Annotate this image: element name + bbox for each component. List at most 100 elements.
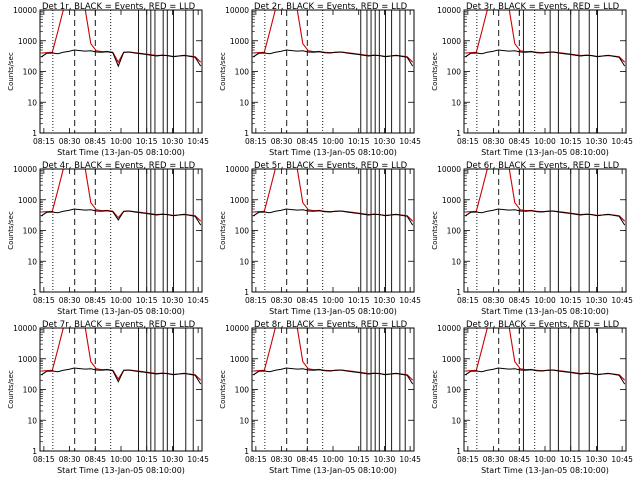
x-tick-label: 08:45 xyxy=(84,137,106,146)
y-tick-label: 1000 xyxy=(442,37,461,46)
events-series-line xyxy=(41,367,202,385)
y-axis-label: Counts/sec xyxy=(219,52,227,91)
y-tick-label: 10000 xyxy=(225,324,249,333)
x-tick-label: 10:00 xyxy=(534,137,556,146)
x-axis-label: Start Time (13-Jan-05 08:10:00) xyxy=(57,307,185,316)
y-tick-label: 10000 xyxy=(437,6,461,15)
x-tick-label: 08:15 xyxy=(457,455,479,464)
y-tick-label: 10 xyxy=(239,98,249,107)
y-tick-label: 1 xyxy=(456,288,461,297)
x-tick-label: 10:15 xyxy=(136,296,158,305)
x-tick-label: 08:30 xyxy=(59,296,81,305)
y-tick-label: 1000 xyxy=(18,196,37,205)
x-tick-label: 08:15 xyxy=(245,455,267,464)
x-tick-label: 10:15 xyxy=(136,455,158,464)
x-tick-label: 08:45 xyxy=(84,455,106,464)
y-tick-label: 10000 xyxy=(13,324,37,333)
x-tick-label: 10:15 xyxy=(348,137,370,146)
x-tick-label: 10:30 xyxy=(374,296,396,305)
x-axis-label: Start Time (13-Jan-05 08:10:00) xyxy=(57,148,185,157)
y-tick-label: 10 xyxy=(239,416,249,425)
plot-frame xyxy=(39,9,203,134)
x-axis-label: Start Time (13-Jan-05 08:10:00) xyxy=(481,148,609,157)
events-series-line xyxy=(465,49,626,67)
y-tick-label: 10000 xyxy=(13,6,37,15)
lld-series-line xyxy=(465,10,626,63)
y-tick-label: 100 xyxy=(447,227,462,236)
events-series-line xyxy=(253,367,414,385)
panel-title: Det 3r, BLACK = Events, RED = LLD xyxy=(466,2,620,12)
x-tick-label: 10:45 xyxy=(611,455,633,464)
events-series-line xyxy=(41,49,202,68)
y-tick-label: 1 xyxy=(244,129,249,138)
y-tick-label: 10000 xyxy=(225,6,249,15)
x-tick-label: 08:15 xyxy=(33,455,55,464)
x-tick-label: 10:30 xyxy=(586,137,608,146)
x-tick-label: 10:45 xyxy=(611,296,633,305)
y-tick-label: 100 xyxy=(447,68,462,77)
y-tick-label: 1 xyxy=(32,447,37,456)
y-tick-label: 1 xyxy=(244,288,249,297)
y-tick-label: 1000 xyxy=(442,196,461,205)
y-tick-label: 1000 xyxy=(442,355,461,364)
y-axis-label: Counts/sec xyxy=(219,370,227,409)
x-tick-label: 08:15 xyxy=(33,296,55,305)
lld-series-line xyxy=(41,169,202,222)
lld-series-line xyxy=(465,169,626,222)
y-axis-label: Counts/sec xyxy=(7,370,15,409)
x-tick-label: 10:00 xyxy=(322,137,344,146)
x-tick-label: 08:30 xyxy=(271,455,293,464)
plot-frame xyxy=(463,168,627,293)
y-tick-label: 1000 xyxy=(230,355,249,364)
detector-panel-2: Det 2r, BLACK = Events, RED = LLD Counts/… xyxy=(219,2,421,157)
y-tick-label: 10 xyxy=(451,98,461,107)
y-tick-label: 100 xyxy=(235,386,250,395)
detector-panel-1: Det 1r, BLACK = Events, RED = LLD Counts/… xyxy=(7,2,209,157)
plot-frame xyxy=(251,9,415,134)
panel-title: Det 8r, BLACK = Events, RED = LLD xyxy=(254,320,408,330)
panel-title: Det 5r, BLACK = Events, RED = LLD xyxy=(254,161,408,171)
x-tick-label: 10:00 xyxy=(534,296,556,305)
y-tick-label: 100 xyxy=(23,68,38,77)
y-tick-label: 1 xyxy=(456,129,461,138)
x-tick-label: 10:30 xyxy=(586,455,608,464)
y-tick-label: 10 xyxy=(27,416,37,425)
events-series-line xyxy=(253,49,414,67)
detector-panel-4: Det 4r, BLACK = Events, RED = LLD Counts/… xyxy=(7,161,209,316)
detector-panel-5: Det 5r, BLACK = Events, RED = LLD Counts/… xyxy=(219,161,421,316)
x-tick-label: 10:30 xyxy=(374,455,396,464)
x-tick-label: 08:30 xyxy=(59,455,81,464)
y-tick-label: 100 xyxy=(235,68,250,77)
y-tick-label: 10000 xyxy=(437,165,461,174)
y-tick-label: 100 xyxy=(23,227,38,236)
x-tick-label: 08:15 xyxy=(245,296,267,305)
y-tick-label: 1000 xyxy=(18,355,37,364)
panel-title: Det 6r, BLACK = Events, RED = LLD xyxy=(466,161,620,171)
detector-panel-8: Det 8r, BLACK = Events, RED = LLD Counts/… xyxy=(219,320,421,475)
events-series-line xyxy=(253,208,414,226)
y-tick-label: 100 xyxy=(235,227,250,236)
x-tick-label: 10:45 xyxy=(399,296,421,305)
x-tick-label: 08:15 xyxy=(245,137,267,146)
lld-series-line xyxy=(41,10,202,64)
lld-series-line xyxy=(465,328,626,381)
lld-series-line xyxy=(41,328,202,381)
x-tick-label: 10:30 xyxy=(374,137,396,146)
y-tick-label: 10000 xyxy=(225,165,249,174)
y-axis-label: Counts/sec xyxy=(7,211,15,250)
y-axis-label: Counts/sec xyxy=(431,211,439,250)
x-tick-label: 08:15 xyxy=(457,137,479,146)
panel-title: Det 4r, BLACK = Events, RED = LLD xyxy=(42,161,196,171)
panel-title: Det 2r, BLACK = Events, RED = LLD xyxy=(254,2,408,12)
x-tick-label: 08:30 xyxy=(59,137,81,146)
x-tick-label: 10:15 xyxy=(136,137,158,146)
y-axis-label: Counts/sec xyxy=(431,52,439,91)
detector-panel-6: Det 6r, BLACK = Events, RED = LLD Counts/… xyxy=(431,161,633,316)
y-tick-label: 10 xyxy=(451,257,461,266)
y-tick-label: 1 xyxy=(244,447,249,456)
x-tick-label: 10:15 xyxy=(560,296,582,305)
y-tick-label: 10000 xyxy=(437,324,461,333)
y-axis-label: Counts/sec xyxy=(431,370,439,409)
lld-series-line xyxy=(253,10,414,63)
plot-frame xyxy=(463,327,627,452)
